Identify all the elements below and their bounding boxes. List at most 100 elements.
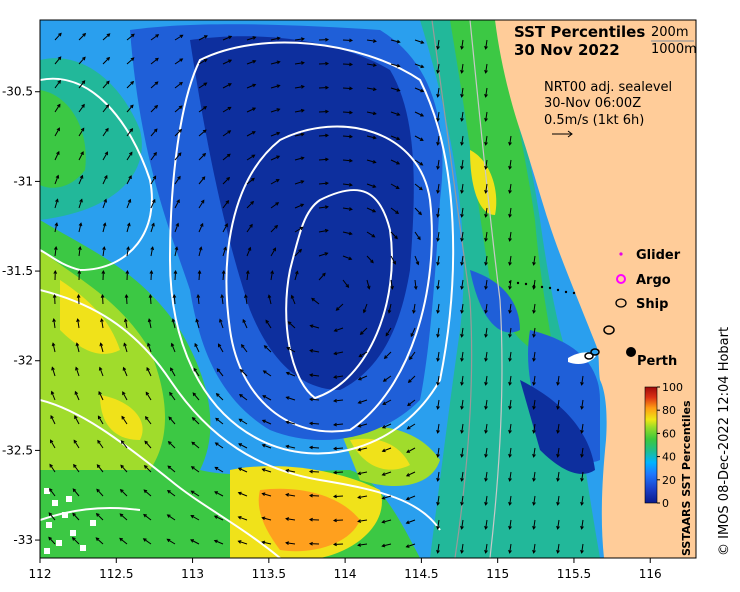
current-arrow bbox=[406, 447, 416, 453]
current-arrow bbox=[173, 294, 176, 305]
current-arrow-head bbox=[102, 246, 106, 251]
current-arrow-head bbox=[332, 494, 337, 499]
current-arrow-head bbox=[152, 175, 157, 180]
current-arrow-head bbox=[192, 392, 197, 397]
current-arrow-head bbox=[407, 402, 411, 407]
current-arrow-head bbox=[215, 392, 220, 397]
current-arrow-head bbox=[223, 246, 227, 251]
current-source-label: NRT00 adj. sealevel bbox=[544, 80, 672, 95]
current-arrow bbox=[461, 231, 464, 241]
current-arrow-head bbox=[508, 525, 512, 530]
current-arrow-head bbox=[57, 56, 62, 61]
current-arrow-head bbox=[405, 544, 410, 548]
current-arrow bbox=[461, 519, 464, 529]
current-arrow-head bbox=[309, 348, 314, 353]
current-arrow-head bbox=[201, 176, 206, 181]
current-arrow-head bbox=[325, 157, 330, 162]
current-arrow-head bbox=[300, 156, 305, 161]
current-arrow bbox=[191, 441, 200, 449]
current-arrow-head bbox=[238, 393, 243, 398]
current-arrow bbox=[310, 374, 320, 377]
current-arrow-head bbox=[276, 84, 281, 88]
current-arrow bbox=[262, 444, 272, 449]
current-arrow-head bbox=[333, 375, 338, 379]
current-arrow bbox=[461, 63, 464, 73]
current-arrow bbox=[437, 495, 440, 505]
current-arrow-head bbox=[410, 333, 415, 338]
current-arrow bbox=[461, 111, 464, 121]
sst-region-shelf-green bbox=[450, 20, 555, 360]
current-arrow-head bbox=[262, 395, 267, 399]
current-arrow bbox=[214, 491, 224, 497]
current-arrow-head bbox=[52, 318, 56, 323]
current-arrow-head bbox=[405, 496, 410, 501]
current-arrow-head bbox=[396, 112, 401, 116]
current-arrow bbox=[174, 129, 182, 137]
current-arrow bbox=[414, 279, 417, 289]
current-arrow bbox=[437, 39, 440, 49]
current-arrow bbox=[172, 319, 176, 329]
current-arrow bbox=[49, 464, 56, 473]
current-arrow bbox=[437, 447, 440, 457]
current-arrow-head bbox=[415, 261, 420, 266]
current-arrow-head bbox=[300, 108, 305, 113]
current-arrow-head bbox=[227, 106, 232, 111]
current-arrow bbox=[485, 351, 488, 361]
current-arrow-head bbox=[96, 488, 100, 493]
current-arrow-head bbox=[348, 182, 353, 187]
current-arrow-head bbox=[193, 367, 197, 372]
current-arrow bbox=[406, 519, 416, 524]
current-arrow-head bbox=[382, 401, 387, 405]
current-arrow bbox=[363, 303, 368, 313]
current-arrow bbox=[238, 443, 248, 449]
current-arrow-head bbox=[484, 165, 488, 170]
current-arrow bbox=[581, 471, 584, 481]
current-arrow bbox=[270, 202, 279, 209]
current-arrow bbox=[149, 294, 152, 305]
current-arrow-head bbox=[436, 45, 440, 50]
scale-arrow-icon bbox=[552, 130, 573, 138]
current-arrow-head bbox=[123, 318, 128, 323]
current-arrow bbox=[174, 82, 183, 89]
current-arrow bbox=[174, 270, 177, 281]
current-arrow bbox=[509, 207, 512, 217]
current-arrow bbox=[485, 207, 488, 217]
current-arrow bbox=[145, 416, 152, 425]
current-arrow bbox=[54, 33, 62, 41]
current-arrow-head bbox=[436, 405, 440, 410]
current-arrow bbox=[366, 183, 376, 188]
current-arrow-head bbox=[325, 133, 330, 138]
current-arrow bbox=[509, 159, 512, 169]
current-arrow-head bbox=[556, 549, 560, 554]
current-arrow bbox=[407, 399, 416, 406]
current-arrow bbox=[291, 295, 296, 305]
current-arrow bbox=[437, 111, 440, 121]
current-arrow-head bbox=[52, 293, 57, 298]
current-arrow-head bbox=[82, 32, 87, 37]
current-arrow-head bbox=[151, 222, 155, 227]
current-arrow bbox=[192, 417, 200, 425]
current-arrow-head bbox=[357, 543, 362, 547]
current-arrow-head bbox=[484, 477, 488, 482]
current-arrow-head bbox=[345, 284, 350, 288]
current-arrow-head bbox=[173, 269, 178, 274]
current-arrow-head bbox=[300, 61, 305, 65]
current-arrow-head bbox=[508, 381, 512, 386]
current-arrow-head bbox=[48, 487, 53, 492]
current-arrow-head bbox=[484, 141, 488, 146]
current-arrow bbox=[382, 519, 392, 523]
current-arrow-head bbox=[54, 222, 59, 227]
current-arrow-head bbox=[285, 444, 290, 449]
current-arrow bbox=[461, 279, 464, 289]
current-arrow bbox=[485, 303, 488, 313]
current-arrow bbox=[509, 399, 512, 409]
current-arrow-head bbox=[127, 198, 132, 203]
current-arrow bbox=[286, 396, 296, 401]
current-arrow bbox=[581, 543, 584, 553]
current-arrow-head bbox=[167, 465, 172, 470]
current-arrow bbox=[221, 295, 224, 305]
current-arrow-head bbox=[270, 270, 274, 275]
x-tick-label: 115 bbox=[486, 567, 509, 581]
current-arrow-head bbox=[73, 463, 77, 468]
current-arrow bbox=[414, 159, 423, 166]
